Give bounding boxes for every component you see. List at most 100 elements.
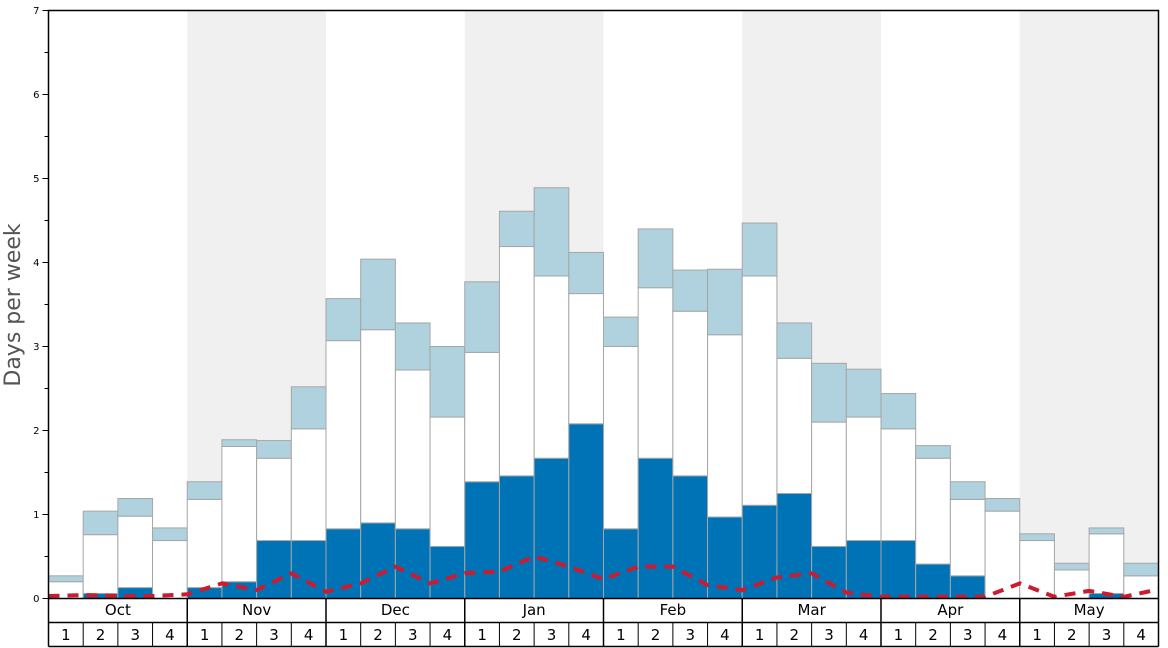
bar-dark-blue-segment: [498, 475, 535, 599]
bar-white-segment: [707, 334, 743, 518]
week-label: 4: [1136, 626, 1146, 644]
bar-dark-blue-segment: [845, 540, 882, 599]
bar-white-segment: [637, 287, 674, 459]
week-label: 2: [651, 626, 661, 644]
bar-light-blue-segment: [949, 481, 986, 500]
week-label: 2: [790, 626, 800, 644]
bar-light-blue-segment: [915, 445, 951, 459]
week-label: 1: [1032, 626, 1042, 644]
bar-light-blue-segment: [152, 527, 188, 542]
bar-white-segment: [82, 534, 119, 594]
bar-light-blue-segment: [464, 281, 500, 353]
bar-light-blue-segment: [1053, 562, 1090, 571]
week-label: 1: [477, 626, 487, 644]
y-tick-label: 2: [33, 426, 39, 437]
month-label: Nov: [242, 601, 271, 619]
bar-white-segment: [811, 421, 847, 547]
bar-white-segment: [672, 310, 709, 477]
y-axis-label: Days per week: [1, 223, 26, 386]
bar-white-segment: [464, 351, 500, 483]
x-axis: Oct 1 2 3 4 Nov 1 2 3 4 Dec 1 2 3 4 Jan 1 2 3 4 Feb 1 2 3 4 Mar 1 2…: [47, 598, 1160, 648]
bar-white-segment: [949, 498, 986, 577]
month-label: Oct: [105, 601, 131, 619]
week-label: 2: [928, 626, 938, 644]
week-label: 3: [685, 626, 695, 644]
month-label: Dec: [381, 601, 410, 619]
bar-white-segment: [915, 457, 951, 565]
bar-dark-blue-segment: [637, 457, 674, 599]
bar-dark-blue-segment: [568, 423, 604, 599]
bar-dark-blue-segment: [290, 540, 327, 599]
bar-white-segment: [845, 416, 882, 542]
bar-light-blue-segment: [82, 510, 119, 536]
week-label: 3: [824, 626, 834, 644]
bar-dark-blue-segment: [915, 563, 951, 599]
bar-white-segment: [603, 346, 639, 530]
bar-light-blue-segment: [603, 316, 639, 348]
bar-light-blue-segment: [741, 222, 778, 277]
week-label: 3: [408, 626, 418, 644]
bar-white-segment: [880, 428, 917, 542]
week-label: 2: [1067, 626, 1077, 644]
week-label: 3: [1102, 626, 1112, 644]
month-label: Mar: [797, 601, 826, 619]
bar-white-segment: [360, 329, 396, 524]
bar-dark-blue-segment: [360, 522, 396, 600]
week-label: 4: [720, 626, 730, 644]
bar-light-blue-segment: [1088, 527, 1125, 535]
bar-light-blue-segment: [568, 251, 604, 295]
bar-light-blue-segment: [186, 481, 223, 500]
month-band-may: [1019, 10, 1159, 599]
bar-light-blue-segment: [325, 298, 362, 342]
week-label: 1: [616, 626, 626, 644]
bar-light-blue-segment: [811, 362, 847, 423]
week-label: 1: [755, 626, 765, 644]
bar-light-blue-segment: [360, 258, 396, 331]
bar-dark-blue-segment: [394, 528, 431, 600]
bar-white-segment: [776, 357, 813, 495]
bar-light-blue-segment: [1019, 533, 1055, 542]
week-label: 3: [130, 626, 140, 644]
week-label: 2: [512, 626, 522, 644]
bar-white-segment: [533, 275, 570, 459]
bar-light-blue-segment: [394, 322, 431, 371]
bar-light-blue-segment: [256, 440, 292, 459]
bar-dark-blue-segment: [776, 493, 813, 599]
bar-light-blue-segment: [880, 393, 917, 430]
week-label: 3: [963, 626, 973, 644]
bar-dark-blue-segment: [811, 545, 847, 599]
week-label: 4: [859, 626, 869, 644]
bar-white-segment: [256, 457, 292, 542]
month-label: Jan: [522, 601, 546, 619]
bar-white-segment: [117, 515, 154, 589]
week-label: 4: [443, 626, 453, 644]
bar-white-segment: [741, 275, 778, 506]
week-label: 4: [304, 626, 314, 644]
bar-light-blue-segment: [221, 439, 258, 447]
week-label: 4: [998, 626, 1008, 644]
bar-white-segment: [1088, 533, 1125, 594]
bar-light-blue-segment: [117, 498, 154, 517]
y-axis: 0 1 2 3 4 5 6 7: [33, 6, 49, 605]
bar-light-blue-segment: [533, 187, 570, 277]
bar-dark-blue-segment: [707, 516, 743, 600]
y-tick-label: 6: [33, 90, 39, 101]
week-label: 3: [547, 626, 557, 644]
week-label: 1: [894, 626, 904, 644]
bar-light-blue-segment: [776, 322, 813, 359]
week-label: 1: [339, 626, 349, 644]
bar-white-segment: [290, 428, 327, 542]
week-label: 2: [96, 626, 106, 644]
bar-white-segment: [152, 540, 188, 599]
week-label: 1: [61, 626, 71, 644]
week-label: 1: [200, 626, 210, 644]
bar-light-blue-segment: [845, 368, 882, 418]
bar-light-blue-segment: [672, 269, 709, 312]
bar-dark-blue-segment: [429, 545, 466, 599]
y-tick-label: 7: [33, 6, 39, 17]
bar-light-blue-segment: [498, 210, 535, 248]
bar-light-blue-segment: [1123, 562, 1159, 577]
bar-white-segment: [498, 246, 535, 477]
bar-light-blue-segment: [48, 575, 84, 583]
